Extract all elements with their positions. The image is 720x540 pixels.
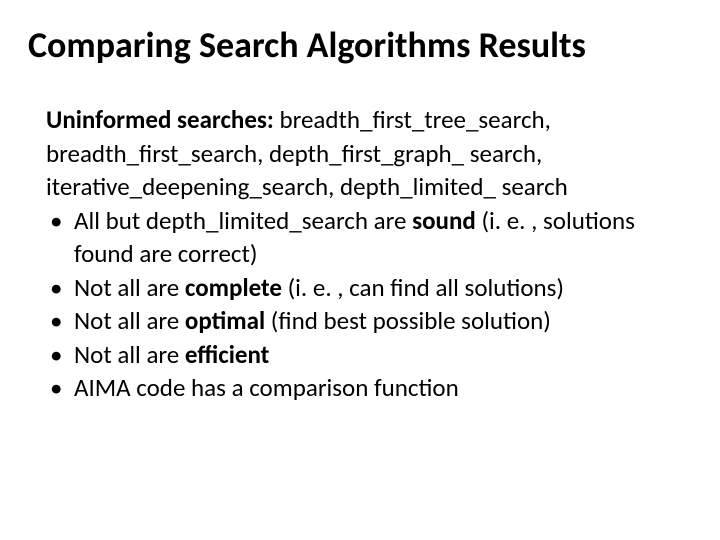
bullet-item: All but depth_limited_search are sound (… <box>46 204 692 271</box>
bullet-pre: Not all are <box>74 339 185 370</box>
slide-title: Comparing Search Algorithms Results <box>28 24 692 67</box>
bullet-list: All but depth_limited_search are sound (… <box>46 204 692 405</box>
bullet-pre: Not all are <box>74 272 185 303</box>
bullet-pre: Not all are <box>74 305 185 336</box>
bullet-post: (i. e. , can find all solutions) <box>282 272 564 303</box>
bullet-item: AIMA code has a comparison function <box>46 371 692 405</box>
bullet-item: Not all are complete (i. e. , can find a… <box>46 271 692 305</box>
bullet-pre: AIMA code has a comparison function <box>74 372 459 403</box>
bullet-pre: All but depth_limited_search are <box>74 205 412 236</box>
intro-paragraph: Uninformed searches: breadth_first_tree_… <box>46 103 692 204</box>
bullet-item: Not all are optimal (find best possible … <box>46 304 692 338</box>
intro-label: Uninformed searches: <box>46 104 279 135</box>
bullet-bold: sound <box>412 205 476 236</box>
bullet-bold: optimal <box>185 305 265 336</box>
slide-body: Uninformed searches: breadth_first_tree_… <box>28 103 692 405</box>
bullet-item: Not all are efficient <box>46 338 692 372</box>
bullet-bold: efficient <box>185 339 269 370</box>
bullet-post: (find best possible solution) <box>265 305 551 336</box>
bullet-bold: complete <box>185 272 282 303</box>
